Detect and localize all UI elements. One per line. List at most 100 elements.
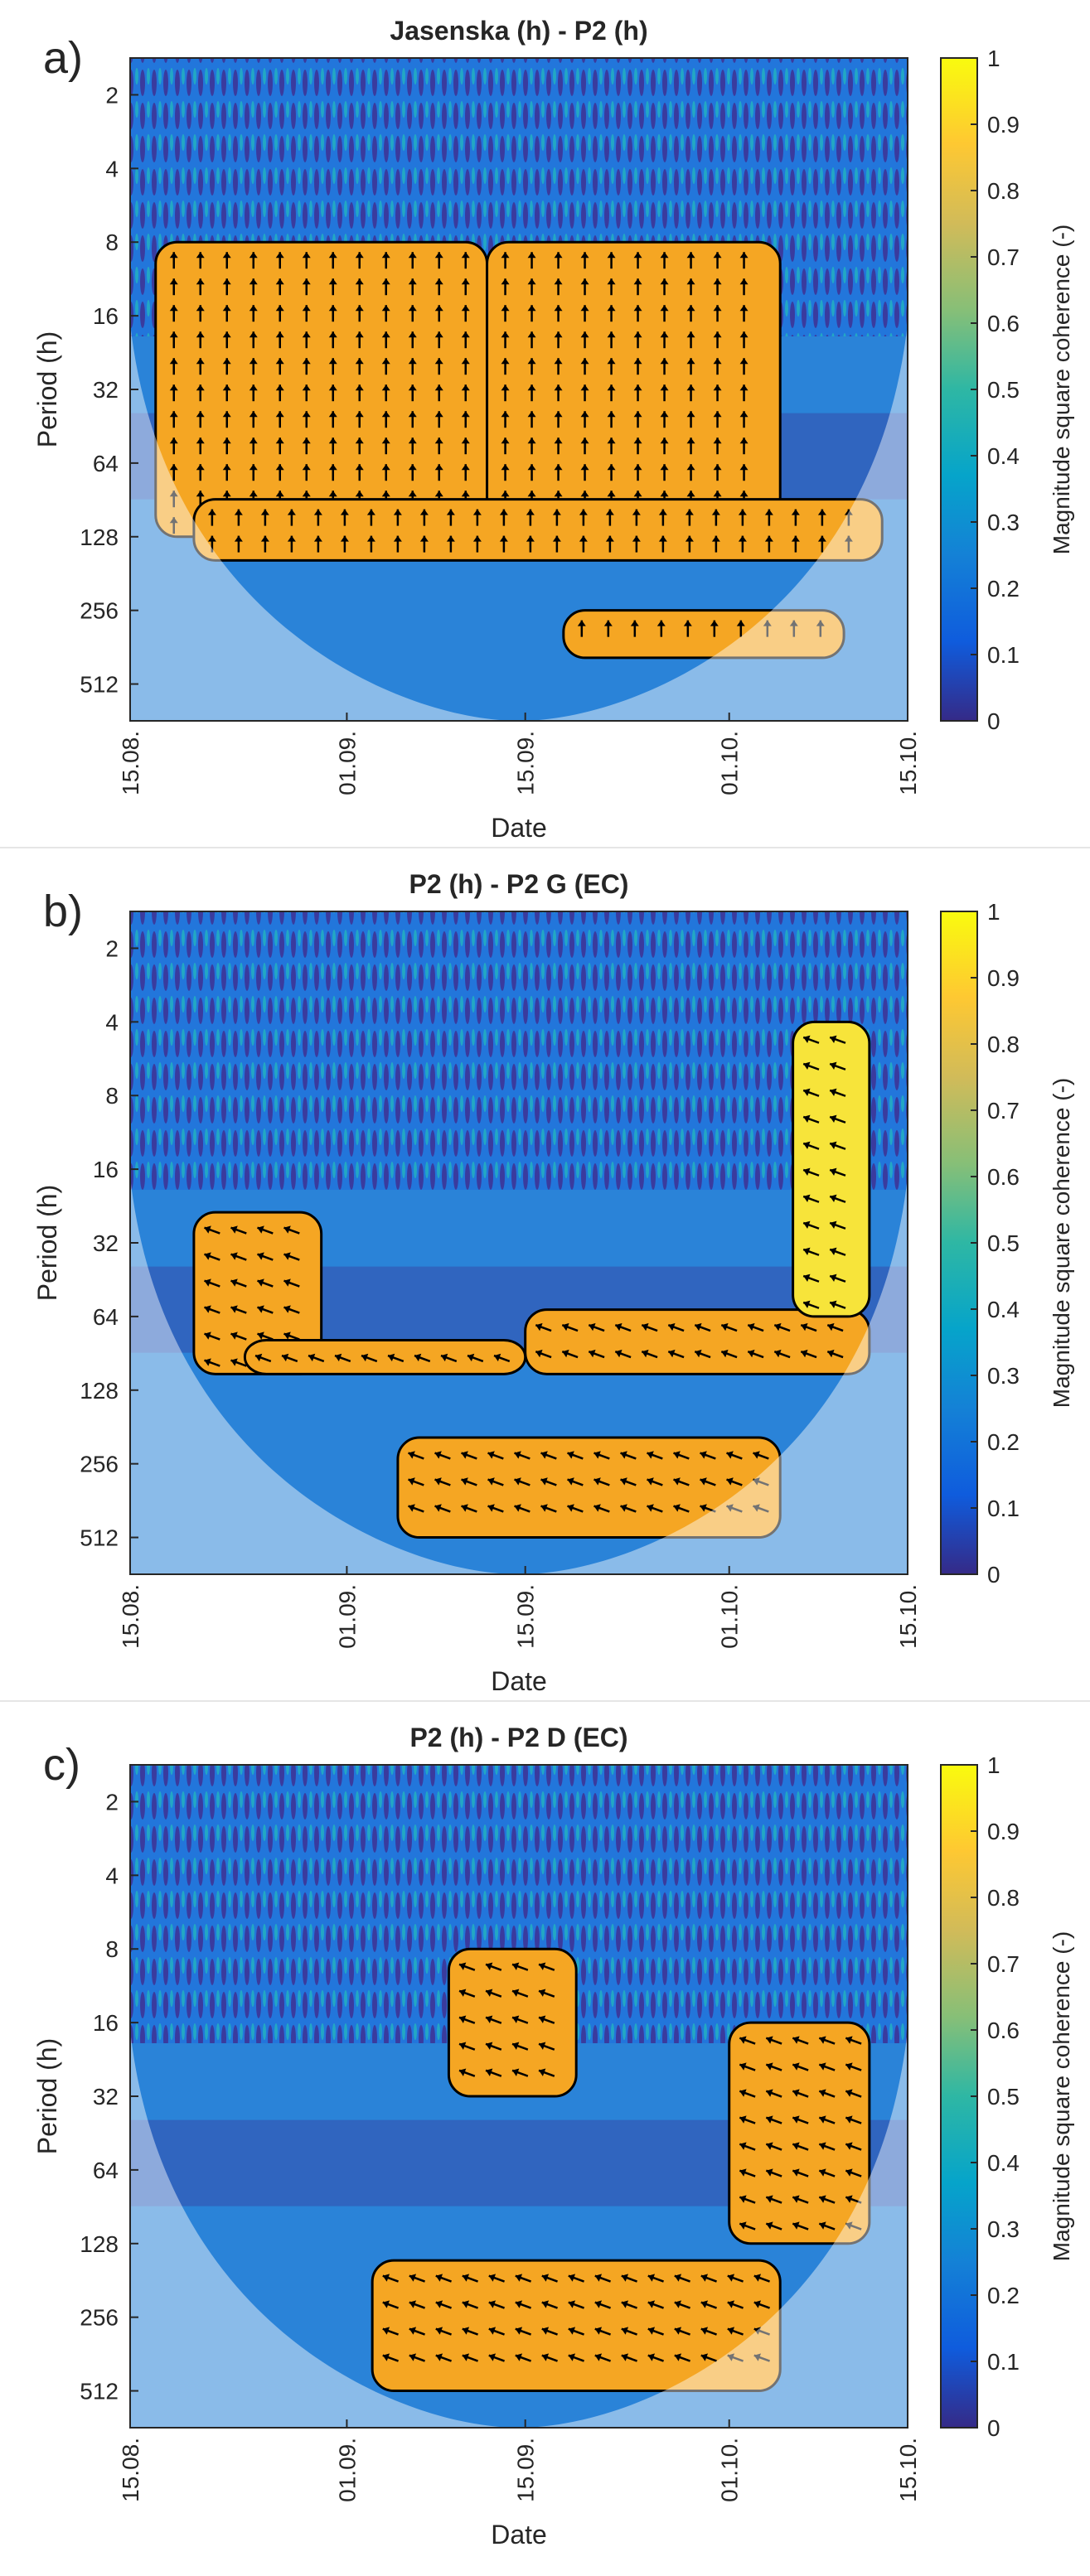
arrow-head bbox=[700, 2353, 709, 2361]
phase-arrow bbox=[739, 2036, 756, 2045]
phase-arrow bbox=[641, 1322, 658, 1332]
phase-arrow bbox=[802, 1061, 820, 1071]
phase-arrow bbox=[249, 252, 258, 269]
arrow-head bbox=[234, 509, 243, 515]
phase-arrow bbox=[222, 252, 231, 269]
phase-arrow bbox=[818, 2062, 836, 2071]
arrow-head bbox=[620, 1504, 627, 1512]
arrow-head bbox=[408, 331, 417, 338]
arrow-head bbox=[605, 535, 614, 542]
phase-arrow bbox=[789, 620, 798, 637]
phase-arrow bbox=[765, 2115, 782, 2124]
phase-arrow bbox=[845, 2062, 862, 2071]
arrow-head bbox=[642, 1349, 649, 1358]
phase-arrow bbox=[527, 411, 536, 428]
arrow-head bbox=[366, 509, 375, 515]
phase-arrow bbox=[700, 2274, 717, 2283]
phase-arrow bbox=[580, 252, 589, 269]
arrow-head bbox=[257, 1252, 264, 1260]
x-tick-label: 15.08. bbox=[118, 1584, 143, 1649]
phase-arrow bbox=[818, 2195, 836, 2204]
panel-label: b) bbox=[43, 887, 83, 936]
arrow-head bbox=[674, 2327, 682, 2335]
phase-arrow bbox=[257, 1331, 274, 1341]
arrow-head bbox=[434, 1504, 442, 1512]
phase-arrow bbox=[580, 411, 589, 428]
arrow-head bbox=[580, 437, 589, 444]
phase-arrow bbox=[765, 2089, 782, 2098]
arrow-head bbox=[230, 1331, 238, 1340]
arrow-head bbox=[541, 2300, 550, 2308]
phase-arrow bbox=[538, 2015, 555, 2024]
arrow-head bbox=[501, 384, 510, 391]
arrow-head bbox=[766, 2036, 773, 2044]
arrow-head bbox=[260, 535, 269, 542]
arrow-head bbox=[739, 2036, 747, 2044]
phase-arrow bbox=[461, 1504, 477, 1513]
arrow-head bbox=[660, 437, 669, 444]
arrow-head bbox=[620, 1477, 627, 1486]
arrow-head bbox=[440, 1353, 448, 1362]
phase-arrow bbox=[554, 437, 563, 455]
arrow-head bbox=[801, 1349, 808, 1358]
arrow-head bbox=[382, 2327, 390, 2335]
arrow-head bbox=[540, 1477, 548, 1486]
colorbar-tick-label: 0.4 bbox=[987, 2150, 1020, 2176]
arrow-head bbox=[554, 384, 563, 391]
arrow-head bbox=[313, 509, 322, 515]
arrow-head bbox=[739, 464, 748, 471]
arrow-head bbox=[830, 1167, 837, 1177]
phase-arrow bbox=[739, 2062, 756, 2071]
phase-arrow bbox=[204, 1358, 220, 1367]
arrow-head bbox=[527, 358, 536, 365]
arrow-head bbox=[486, 2042, 493, 2050]
arrow-head bbox=[727, 2327, 735, 2335]
high-coherence-region bbox=[192, 498, 884, 562]
arrow-head bbox=[589, 1349, 596, 1358]
phase-arrow bbox=[381, 252, 390, 269]
phase-arrow bbox=[713, 464, 722, 481]
phase-arrow bbox=[328, 278, 337, 296]
phase-arrow bbox=[686, 305, 695, 322]
phase-arrow bbox=[802, 1300, 820, 1309]
arrow-head bbox=[222, 305, 231, 312]
phase-arrow bbox=[845, 2142, 862, 2151]
arrow-head bbox=[461, 384, 470, 391]
arrow-head bbox=[328, 278, 337, 285]
phase-arrow bbox=[621, 2300, 637, 2309]
arrow-head bbox=[686, 464, 695, 471]
arrow-head bbox=[554, 411, 563, 418]
arrow-head bbox=[621, 2353, 629, 2361]
phase-arrow bbox=[633, 384, 642, 402]
high-coherence-region bbox=[728, 2021, 871, 2245]
arrow-head bbox=[739, 2168, 747, 2177]
y-tick-label: 4 bbox=[105, 156, 119, 181]
phase-arrow bbox=[632, 535, 641, 553]
arrow-head bbox=[408, 252, 417, 259]
phase-arrow bbox=[561, 1349, 579, 1359]
phase-arrow bbox=[419, 535, 429, 553]
phase-arrow bbox=[408, 305, 417, 322]
arrow-head bbox=[328, 331, 337, 338]
phase-arrow bbox=[535, 1349, 552, 1359]
phase-arrow bbox=[501, 384, 510, 402]
phase-arrow bbox=[713, 252, 722, 269]
phase-arrow bbox=[458, 2068, 476, 2077]
colorbar-tick-label: 0 bbox=[987, 2415, 1000, 2441]
arrow-head bbox=[656, 620, 666, 626]
arrow-head bbox=[287, 509, 296, 515]
phase-arrow bbox=[204, 1225, 220, 1235]
arrow-head bbox=[234, 535, 243, 542]
phase-arrow bbox=[355, 437, 364, 455]
arrow-head bbox=[726, 1477, 734, 1486]
arrow-head bbox=[461, 331, 470, 338]
phase-arrow bbox=[222, 331, 231, 349]
arrow-head bbox=[827, 1349, 835, 1358]
arrow-head bbox=[738, 535, 747, 542]
arrow-head bbox=[632, 535, 641, 542]
phase-arrow bbox=[461, 1477, 477, 1486]
y-tick-label: 8 bbox=[105, 230, 119, 255]
phase-arrow bbox=[409, 2274, 425, 2283]
arrow-head bbox=[408, 1477, 415, 1486]
arrow-head bbox=[739, 305, 748, 312]
